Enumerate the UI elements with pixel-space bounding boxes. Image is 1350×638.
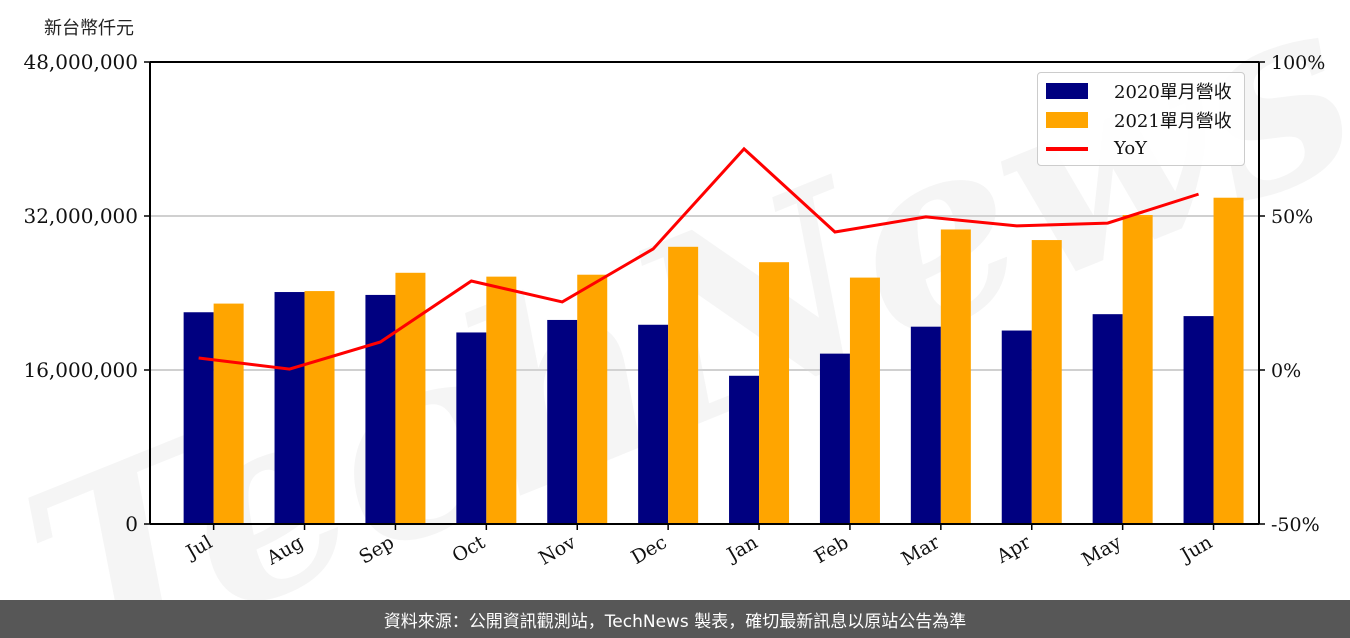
bar-2020-nov (547, 319, 578, 524)
bar-2020-jan (729, 375, 760, 524)
x-tick-label-feb: Feb (811, 531, 853, 568)
bar-2020-may (1092, 314, 1123, 524)
legend-item-2021: 2021單月營收 (1038, 105, 1244, 134)
bar-2021-aug (304, 291, 335, 524)
x-tick-label-jun: Jun (1176, 531, 1217, 567)
source-footer: 資料來源：公開資訊觀測站，TechNews 製表，確切最新訊息以原站公告為準 (0, 600, 1350, 638)
x-tick-label-apr: Apr (992, 531, 1035, 568)
legend-line-yoy (1046, 146, 1088, 151)
bar-2020-dec (638, 324, 669, 524)
left-tick-label: 32,000,000 (23, 204, 138, 228)
bar-2021-apr (1031, 240, 1062, 524)
bar-2020-jul (183, 312, 214, 524)
bar-2021-jun (1213, 197, 1244, 524)
x-tick-label-dec: Dec (627, 531, 670, 569)
yoy-line (198, 146, 1200, 371)
right-tick-label: 100% (1271, 52, 1325, 74)
left-tick-label: 48,000,000 (23, 50, 138, 74)
bar-2021-oct (486, 276, 517, 524)
x-tick-label-mar: Mar (898, 531, 944, 570)
bar-2021-may (1122, 215, 1153, 524)
bar-2020-oct (456, 332, 487, 524)
bar-2020-jun (1183, 316, 1214, 524)
bar-2020-aug (274, 292, 305, 524)
right-tick-label: -50% (1271, 514, 1320, 536)
bar-2021-feb (849, 277, 880, 524)
legend-swatch-2021 (1046, 111, 1088, 128)
x-tick-label-may: May (1078, 531, 1125, 571)
bar-2020-mar (910, 326, 941, 524)
bar-2021-jul (213, 303, 244, 524)
bar-2021-dec (668, 246, 699, 525)
y-axis-unit-label: 新台幣仟元 (44, 18, 134, 39)
bar-2021-nov (577, 274, 608, 524)
x-tick-label-jan: Jan (722, 531, 762, 567)
bar-2021-mar (940, 229, 971, 524)
right-tick-label: 0% (1271, 360, 1301, 382)
bar-2020-feb (819, 353, 850, 524)
left-tick-label: 16,000,000 (23, 358, 138, 382)
right-tick-label: 50% (1271, 206, 1313, 228)
footer-text: 資料來源：公開資訊觀測站，TechNews 製表，確切最新訊息以原站公告為準 (383, 611, 967, 632)
legend-item-yoy: YoY (1038, 134, 1244, 163)
bar-2021-sep (395, 272, 426, 524)
bar-2021-jan (759, 262, 790, 524)
legend-swatch-2020 (1046, 82, 1088, 99)
left-tick-label: 0 (125, 512, 138, 536)
bar-2020-sep (365, 294, 396, 524)
legend-label-yoy: YoY (1114, 138, 1148, 159)
legend: 2020單月營收 2021單月營收 YoY (1037, 72, 1245, 166)
legend-label-2021: 2021單月營收 (1114, 110, 1232, 132)
bar-2020-apr (1001, 330, 1032, 524)
legend-label-2020: 2020單月營收 (1114, 81, 1232, 103)
legend-item-2020: 2020單月營收 (1038, 76, 1244, 105)
